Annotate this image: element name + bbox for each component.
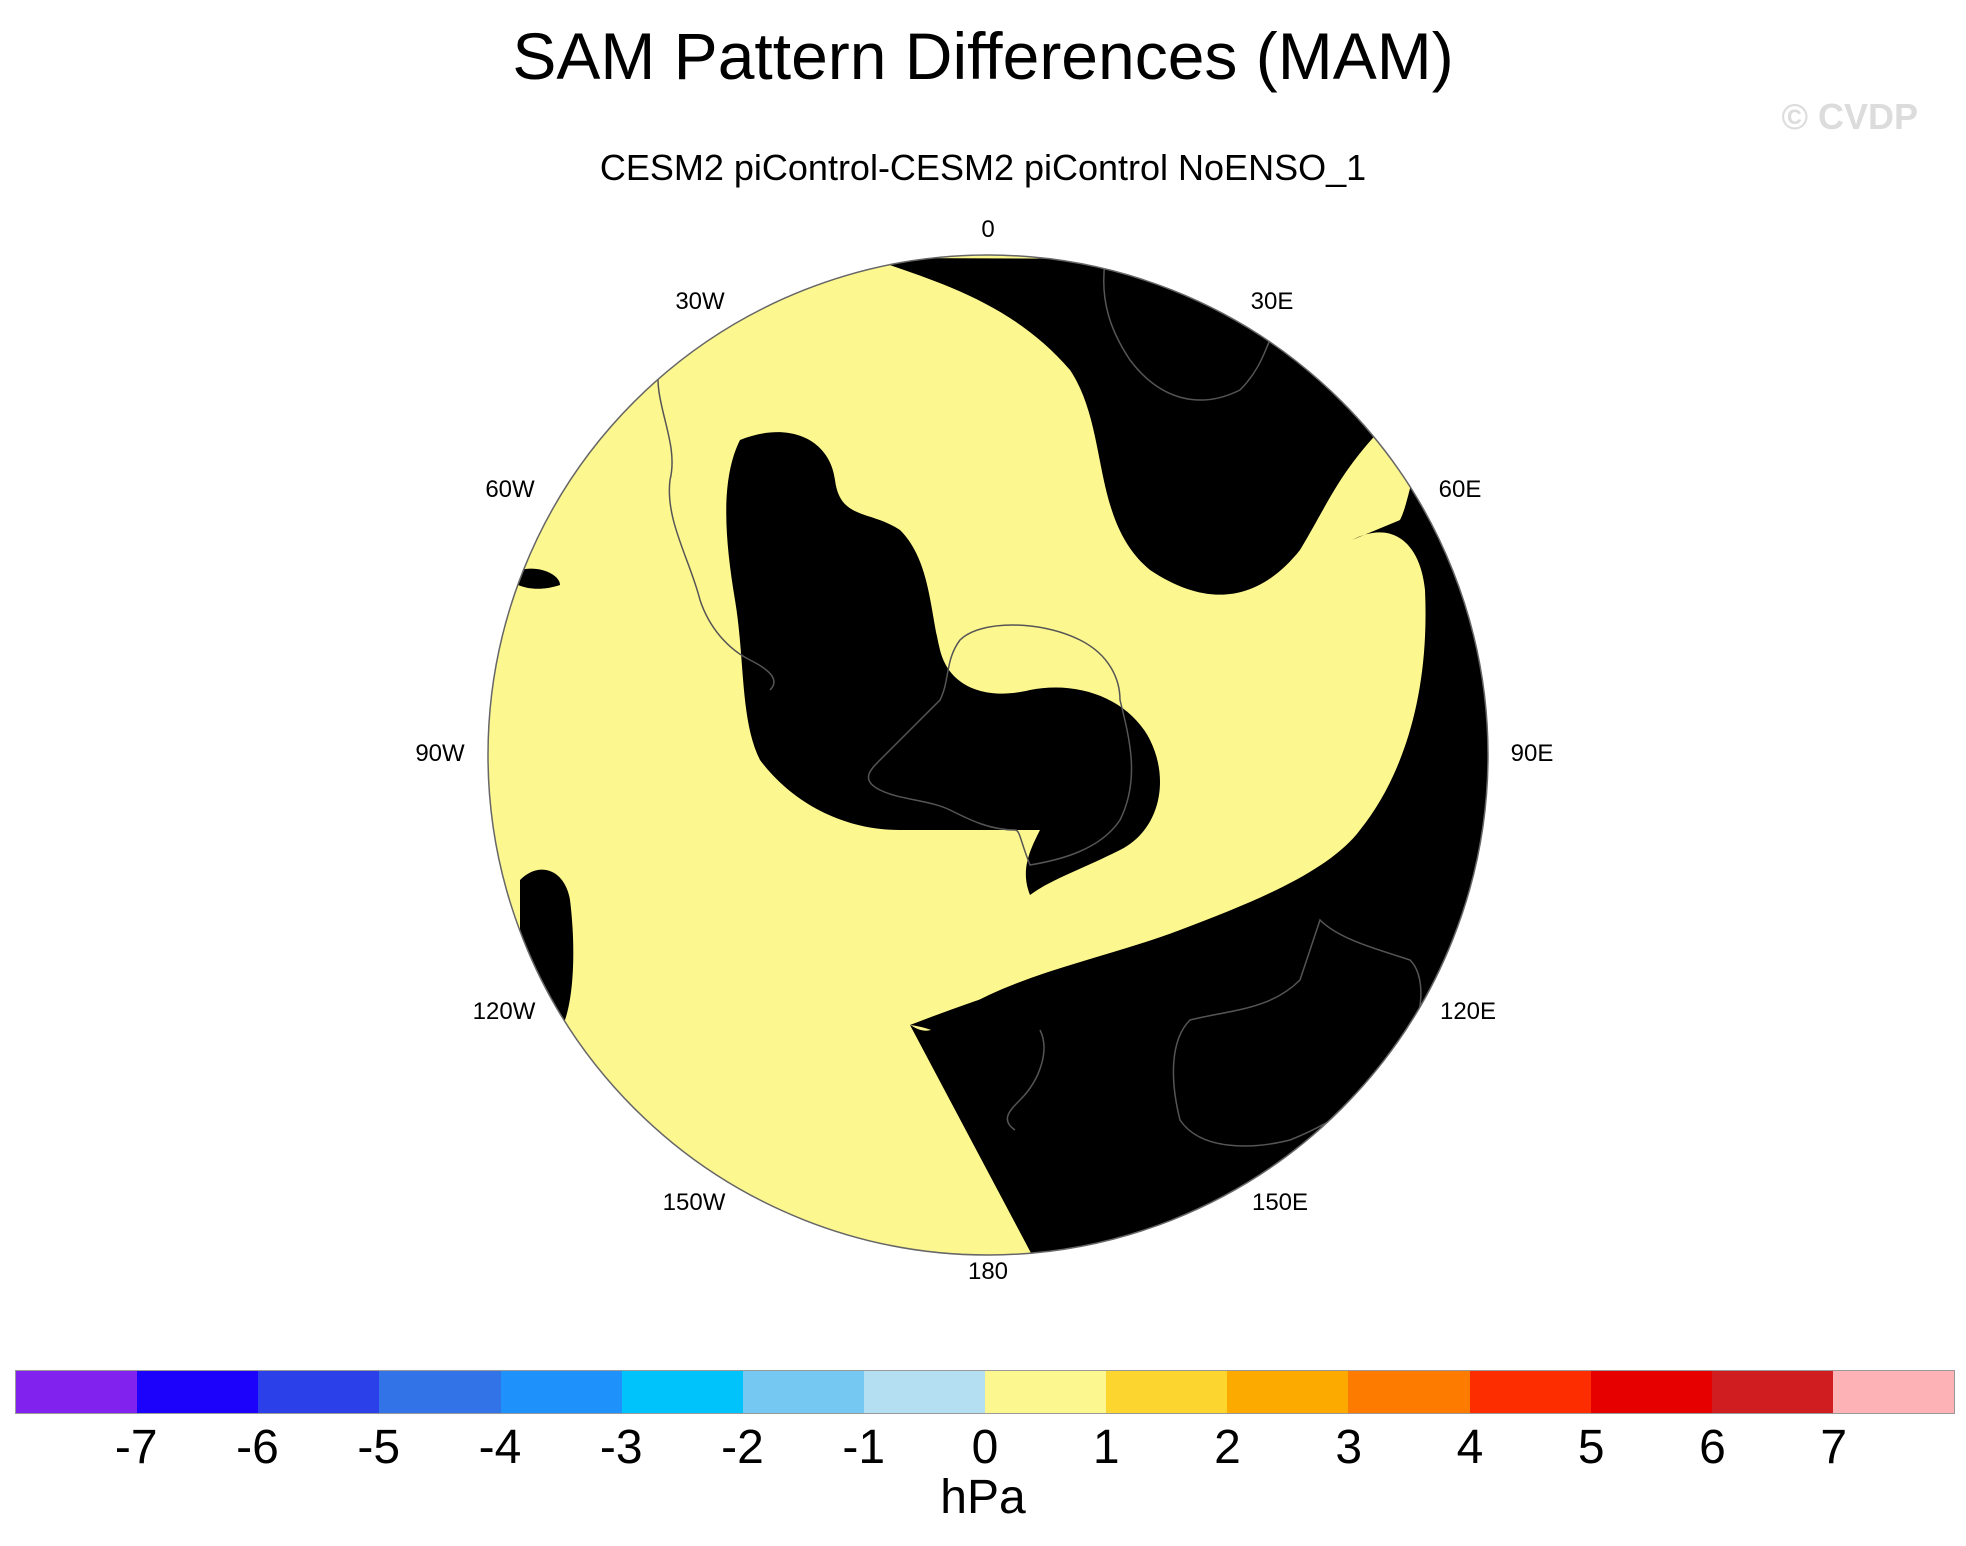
colorbar-tick-label: 3 bbox=[1335, 1421, 1363, 1474]
colorbar-segment bbox=[1590, 1371, 1712, 1413]
colorbar-tick-label: 7 bbox=[1820, 1421, 1848, 1474]
lon-label-90e: 90E bbox=[1510, 740, 1554, 767]
lon-label-0: 0 bbox=[981, 216, 995, 243]
lon-label-180: 180 bbox=[967, 1258, 1009, 1285]
colorbar bbox=[15, 1370, 1955, 1414]
coastline-australia bbox=[1172, 918, 1422, 1147]
colorbar-segment bbox=[1469, 1371, 1591, 1413]
lon-label-60w: 60W bbox=[485, 476, 535, 503]
colorbar-tick-label: 6 bbox=[1699, 1421, 1726, 1474]
colorbar-segment bbox=[258, 1371, 380, 1413]
colorbar-segment bbox=[1106, 1371, 1228, 1413]
colorbar-tick-label: -2 bbox=[721, 1421, 764, 1474]
colorbar-ticks: -7 -6 -5 -4 -3 -2 -1 0 1 2 3 4 5 6 7 bbox=[0, 1420, 1966, 1480]
colorbar-segment bbox=[621, 1371, 743, 1413]
colorbar-units: hPa bbox=[940, 1471, 1026, 1524]
chart-title: SAM Pattern Differences (MAM) bbox=[512, 19, 1454, 93]
colorbar-tick-label: -3 bbox=[599, 1421, 643, 1474]
coastline-africa bbox=[1102, 261, 1271, 401]
watermark: © CVDP bbox=[1781, 96, 1918, 137]
lon-label-150w: 150W bbox=[662, 1189, 726, 1216]
colorbar-segment bbox=[742, 1371, 864, 1413]
colorbar-tick-label: 5 bbox=[1577, 1421, 1605, 1474]
map-boundary bbox=[487, 254, 1489, 1256]
lon-label-30w: 30W bbox=[675, 288, 725, 315]
colorbar-tick-label: -5 bbox=[357, 1421, 401, 1474]
colorbar-segment bbox=[500, 1371, 622, 1413]
lon-label-90w: 90W bbox=[415, 740, 465, 767]
colorbar-tick-label: -6 bbox=[236, 1421, 279, 1474]
colorbar-tick-label: -1 bbox=[842, 1421, 886, 1474]
colorbar-segment bbox=[1348, 1371, 1470, 1413]
colorbar-tick-label: 0 bbox=[971, 1421, 999, 1474]
colorbar-segment bbox=[1832, 1371, 1954, 1413]
colorbar-segment bbox=[16, 1371, 138, 1413]
colorbar-segment bbox=[137, 1371, 259, 1413]
chart-subtitle: CESM2 piControl-CESM2 piControl NoENSO_1 bbox=[599, 147, 1367, 188]
colorbar-tick-label: 1 bbox=[1092, 1421, 1120, 1474]
negative-anomaly-region-west-2 bbox=[518, 568, 560, 589]
coastline-new-zealand bbox=[1006, 1029, 1045, 1131]
lon-label-150e: 150E bbox=[1251, 1189, 1309, 1216]
colorbar-tick-label: -4 bbox=[478, 1421, 522, 1474]
lon-label-60e: 60E bbox=[1438, 476, 1482, 503]
coastline-antarctica bbox=[867, 624, 1133, 866]
lon-label-30e: 30E bbox=[1250, 288, 1294, 315]
colorbar-segment bbox=[1711, 1371, 1833, 1413]
negative-anomaly-region-central bbox=[726, 432, 1160, 895]
colorbar-tick-label: 2 bbox=[1214, 1421, 1241, 1474]
colorbar-tick-label: -7 bbox=[114, 1421, 158, 1474]
colorbar-segment bbox=[1227, 1371, 1349, 1413]
colorbar-segment bbox=[985, 1371, 1107, 1413]
lon-label-120w: 120W bbox=[472, 998, 536, 1025]
coastline-south-america bbox=[657, 359, 775, 691]
lon-label-120e: 120E bbox=[1439, 998, 1497, 1025]
colorbar-tick-label: 4 bbox=[1456, 1421, 1484, 1474]
colorbar-segment bbox=[379, 1371, 501, 1413]
colorbar-segment bbox=[863, 1371, 985, 1413]
